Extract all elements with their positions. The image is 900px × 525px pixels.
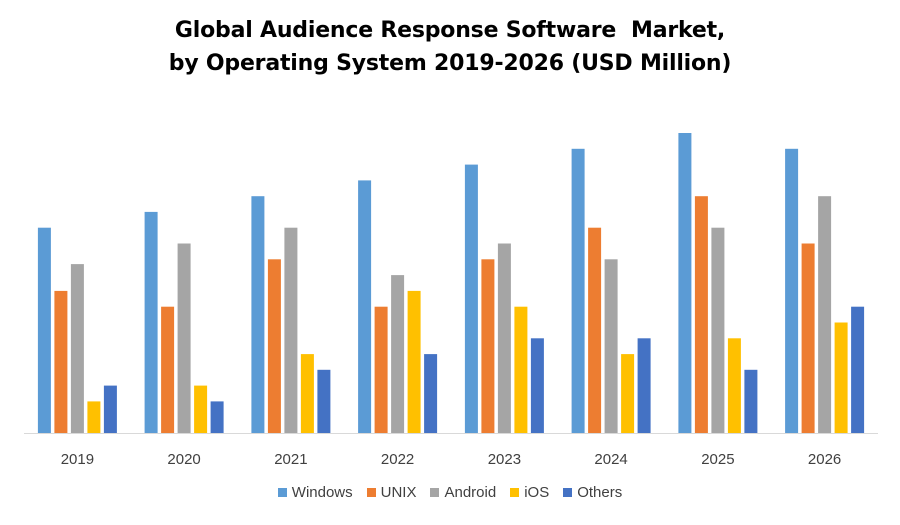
bar-android-2024 bbox=[604, 259, 618, 433]
x-tick-label: 2022 bbox=[381, 451, 414, 468]
legend-label: Windows bbox=[291, 484, 353, 501]
bar-others-2024 bbox=[637, 338, 651, 433]
bar-others-2021 bbox=[317, 369, 331, 433]
bar-windows-2023 bbox=[464, 164, 478, 433]
bar-ios-2024 bbox=[621, 354, 635, 433]
legend-swatch bbox=[366, 488, 376, 497]
bar-ios-2025 bbox=[727, 338, 741, 433]
chart-legend: Windows UNIX Android iOS Others bbox=[0, 484, 900, 501]
bar-ios-2026 bbox=[834, 322, 848, 433]
bar-others-2022 bbox=[424, 354, 438, 433]
x-tick-label: 2019 bbox=[61, 451, 94, 468]
chart-title: Global Audience Response Software Market… bbox=[0, 14, 900, 80]
bar-ios-2023 bbox=[514, 306, 528, 433]
legend-swatch bbox=[563, 488, 573, 497]
bar-windows-2020 bbox=[144, 211, 158, 433]
x-tick-label: 2021 bbox=[274, 451, 307, 468]
x-tick-label: 2023 bbox=[488, 451, 521, 468]
legend-label: Android bbox=[444, 484, 497, 501]
legend-item-ios: iOS bbox=[510, 484, 549, 501]
bar-ios-2021 bbox=[300, 354, 314, 433]
bar-windows-2026 bbox=[785, 148, 799, 434]
legend-label: UNIX bbox=[380, 484, 417, 501]
legend-item-windows: Windows bbox=[277, 484, 353, 501]
bar-ios-2020 bbox=[194, 385, 208, 433]
bar-android-2021 bbox=[284, 227, 298, 433]
bar-android-2026 bbox=[818, 196, 832, 433]
bar-windows-2025 bbox=[678, 133, 692, 433]
chart-title-line-1: Global Audience Response Software Market… bbox=[174, 18, 726, 43]
bar-others-2019 bbox=[103, 385, 117, 433]
bar-ios-2022 bbox=[407, 290, 421, 433]
legend-item-android: Android bbox=[430, 484, 496, 501]
x-tick-label: 2026 bbox=[808, 451, 841, 468]
bar-unix-2020 bbox=[161, 306, 175, 433]
bar-unix-2026 bbox=[801, 243, 815, 433]
bar-windows-2021 bbox=[251, 196, 265, 433]
bar-windows-2019 bbox=[37, 227, 51, 433]
bar-windows-2024 bbox=[571, 148, 585, 434]
x-tick-label: 2025 bbox=[701, 451, 734, 468]
legend-label: Others bbox=[577, 484, 623, 501]
bar-unix-2024 bbox=[588, 227, 602, 433]
bar-android-2020 bbox=[177, 243, 191, 433]
chart-title-line-2: by Operating System 2019-2026 (USD Milli… bbox=[168, 51, 732, 76]
bar-unix-2019 bbox=[54, 290, 68, 433]
legend-swatch bbox=[277, 488, 287, 497]
bar-android-2022 bbox=[391, 275, 405, 433]
legend-swatch bbox=[430, 488, 440, 497]
bar-others-2025 bbox=[744, 369, 758, 433]
bar-unix-2021 bbox=[267, 259, 281, 433]
legend-swatch bbox=[510, 488, 520, 497]
bar-ios-2019 bbox=[87, 401, 101, 433]
bar-chart: 2019 2020 2021 2022 2023 2024 2025 2026 bbox=[24, 133, 878, 468]
legend-label: iOS bbox=[524, 484, 550, 501]
bar-unix-2023 bbox=[481, 259, 495, 433]
bar-others-2023 bbox=[530, 338, 544, 433]
legend-item-others: Others bbox=[563, 484, 622, 501]
bar-others-2026 bbox=[851, 306, 865, 433]
bar-android-2023 bbox=[497, 243, 511, 433]
x-tick-label: 2024 bbox=[594, 451, 627, 468]
bar-android-2025 bbox=[711, 227, 725, 433]
legend-item-unix: UNIX bbox=[366, 484, 417, 501]
bar-android-2019 bbox=[70, 264, 84, 433]
bar-others-2020 bbox=[210, 401, 224, 433]
bar-unix-2022 bbox=[374, 306, 388, 433]
x-tick-label: 2020 bbox=[167, 451, 200, 468]
bar-windows-2022 bbox=[358, 180, 372, 433]
bar-unix-2025 bbox=[694, 196, 708, 433]
